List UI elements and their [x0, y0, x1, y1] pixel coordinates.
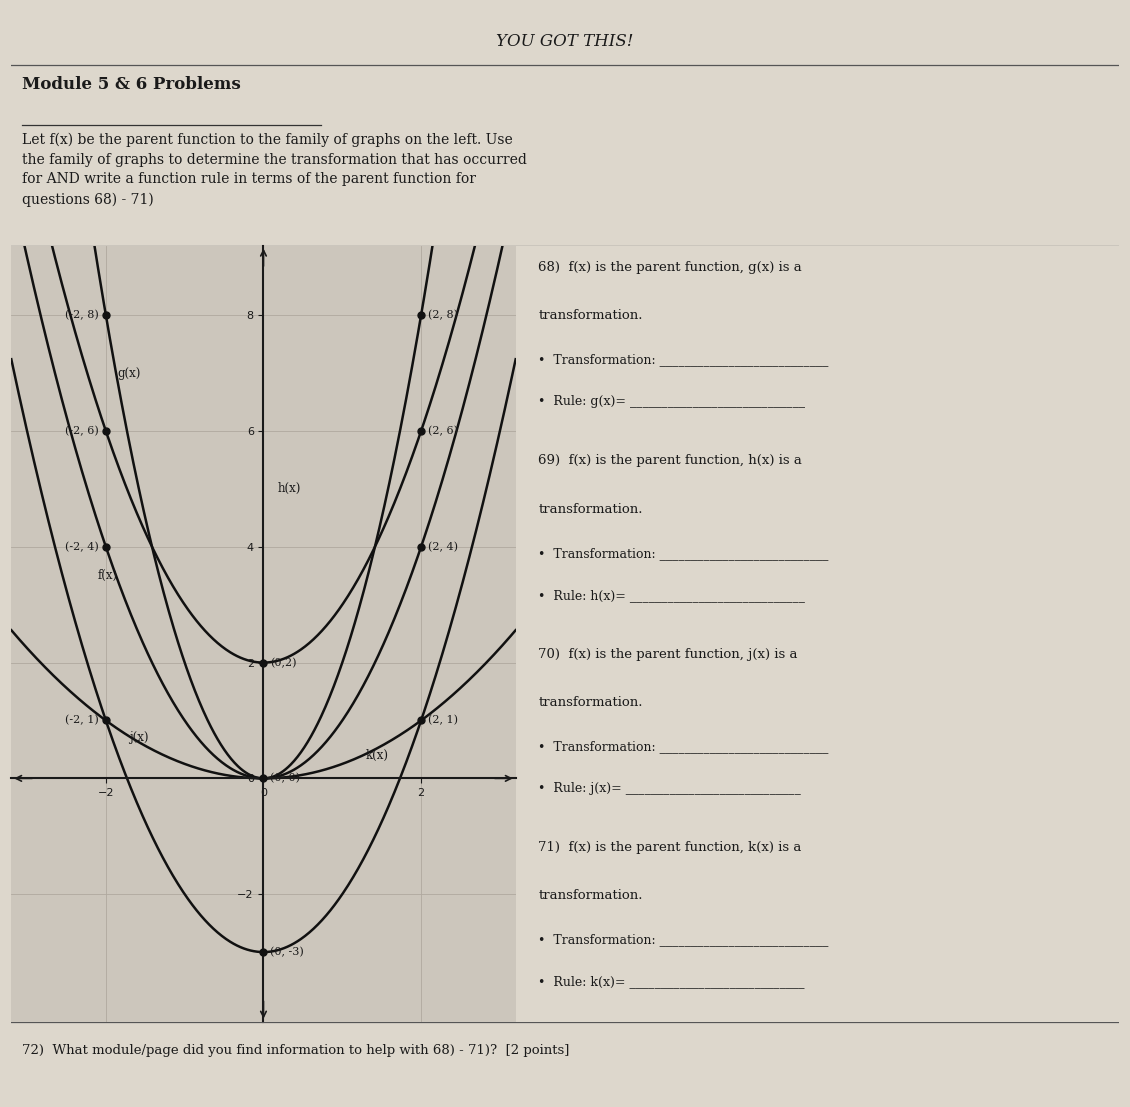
- Text: •  Rule: k(x)= ____________________________: • Rule: k(x)= __________________________…: [539, 975, 805, 987]
- Text: transformation.: transformation.: [539, 695, 643, 708]
- Text: (0,2): (0,2): [270, 658, 297, 668]
- Text: (-2, 4): (-2, 4): [66, 541, 99, 552]
- Text: 70)  f(x) is the parent function, j(x) is a: 70) f(x) is the parent function, j(x) is…: [539, 648, 798, 661]
- Text: j(x): j(x): [130, 732, 149, 744]
- Text: •  Rule: h(x)= ____________________________: • Rule: h(x)= __________________________…: [539, 589, 806, 601]
- Text: k(x): k(x): [366, 748, 389, 762]
- Text: •  Transformation: ___________________________: • Transformation: ______________________…: [539, 353, 828, 366]
- Text: transformation.: transformation.: [539, 309, 643, 322]
- Text: •  Transformation: ___________________________: • Transformation: ______________________…: [539, 739, 828, 753]
- Text: 69)  f(x) is the parent function, h(x) is a: 69) f(x) is the parent function, h(x) is…: [539, 455, 802, 467]
- Text: (0, -3): (0, -3): [270, 946, 304, 958]
- Text: (-2, 1): (-2, 1): [66, 715, 99, 726]
- Text: (2, 1): (2, 1): [428, 715, 458, 726]
- Text: h(x): h(x): [278, 483, 301, 496]
- Text: f(x): f(x): [98, 569, 119, 582]
- Text: Module 5 & 6 Problems: Module 5 & 6 Problems: [23, 75, 241, 93]
- Text: 68)  f(x) is the parent function, g(x) is a: 68) f(x) is the parent function, g(x) is…: [539, 261, 802, 275]
- Text: •  Transformation: ___________________________: • Transformation: ______________________…: [539, 547, 828, 560]
- Text: 71)  f(x) is the parent function, k(x) is a: 71) f(x) is the parent function, k(x) is…: [539, 841, 802, 853]
- Text: transformation.: transformation.: [539, 503, 643, 516]
- Text: (-2, 6): (-2, 6): [66, 426, 99, 436]
- Text: (2, 6): (2, 6): [428, 426, 458, 436]
- Text: •  Transformation: ___________________________: • Transformation: ______________________…: [539, 933, 828, 946]
- Text: transformation.: transformation.: [539, 889, 643, 902]
- Text: •  Rule: g(x)= ____________________________: • Rule: g(x)= __________________________…: [539, 395, 806, 408]
- Text: (2, 8): (2, 8): [428, 310, 458, 320]
- Text: (0, 0): (0, 0): [270, 773, 301, 784]
- Text: (2, 4): (2, 4): [428, 541, 458, 552]
- Text: •  Rule: j(x)= ____________________________: • Rule: j(x)= __________________________…: [539, 782, 801, 795]
- Text: g(x): g(x): [118, 366, 141, 380]
- Text: Let f(x) be the parent function to the family of graphs on the left. Use
the fam: Let f(x) be the parent function to the f…: [23, 133, 528, 207]
- Text: 72)  What module/page did you find information to help with 68) - 71)?  [2 point: 72) What module/page did you find inform…: [23, 1044, 570, 1057]
- Text: YOU GOT THIS!: YOU GOT THIS!: [496, 33, 634, 50]
- Text: (-2, 8): (-2, 8): [66, 310, 99, 320]
